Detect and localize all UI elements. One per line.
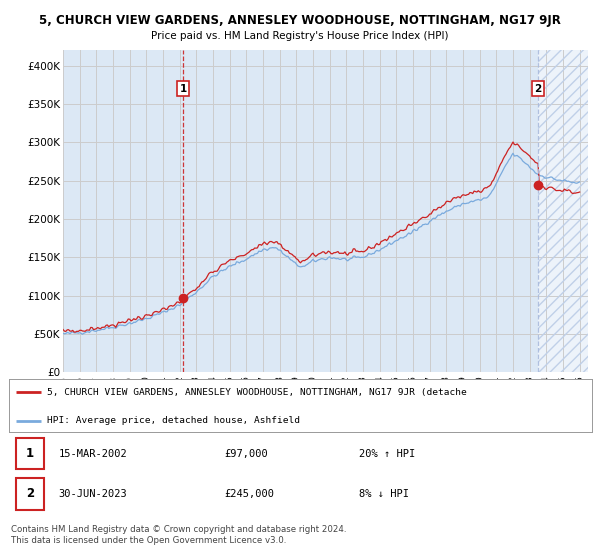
Text: 8% ↓ HPI: 8% ↓ HPI xyxy=(359,489,409,499)
Text: 2: 2 xyxy=(26,487,34,501)
Bar xyxy=(538,50,588,372)
FancyBboxPatch shape xyxy=(16,478,44,510)
Text: 2: 2 xyxy=(535,84,542,94)
Text: Contains HM Land Registry data © Crown copyright and database right 2024.: Contains HM Land Registry data © Crown c… xyxy=(11,525,346,534)
Text: 20% ↑ HPI: 20% ↑ HPI xyxy=(359,449,415,459)
Text: 30-JUN-2023: 30-JUN-2023 xyxy=(59,489,127,499)
Text: HPI: Average price, detached house, Ashfield: HPI: Average price, detached house, Ashf… xyxy=(47,416,300,425)
Text: £97,000: £97,000 xyxy=(225,449,269,459)
Text: £245,000: £245,000 xyxy=(225,489,275,499)
Text: 5, CHURCH VIEW GARDENS, ANNESLEY WOODHOUSE, NOTTINGHAM, NG17 9JR (detache: 5, CHURCH VIEW GARDENS, ANNESLEY WOODHOU… xyxy=(47,388,467,397)
Bar xyxy=(538,50,588,372)
Bar xyxy=(538,50,588,372)
FancyBboxPatch shape xyxy=(16,438,44,469)
Text: 1: 1 xyxy=(179,84,187,94)
Text: Price paid vs. HM Land Registry's House Price Index (HPI): Price paid vs. HM Land Registry's House … xyxy=(151,31,449,41)
Text: 15-MAR-2002: 15-MAR-2002 xyxy=(59,449,127,459)
Text: 1: 1 xyxy=(26,447,34,460)
Text: This data is licensed under the Open Government Licence v3.0.: This data is licensed under the Open Gov… xyxy=(11,536,286,545)
Text: 5, CHURCH VIEW GARDENS, ANNESLEY WOODHOUSE, NOTTINGHAM, NG17 9JR: 5, CHURCH VIEW GARDENS, ANNESLEY WOODHOU… xyxy=(39,14,561,27)
